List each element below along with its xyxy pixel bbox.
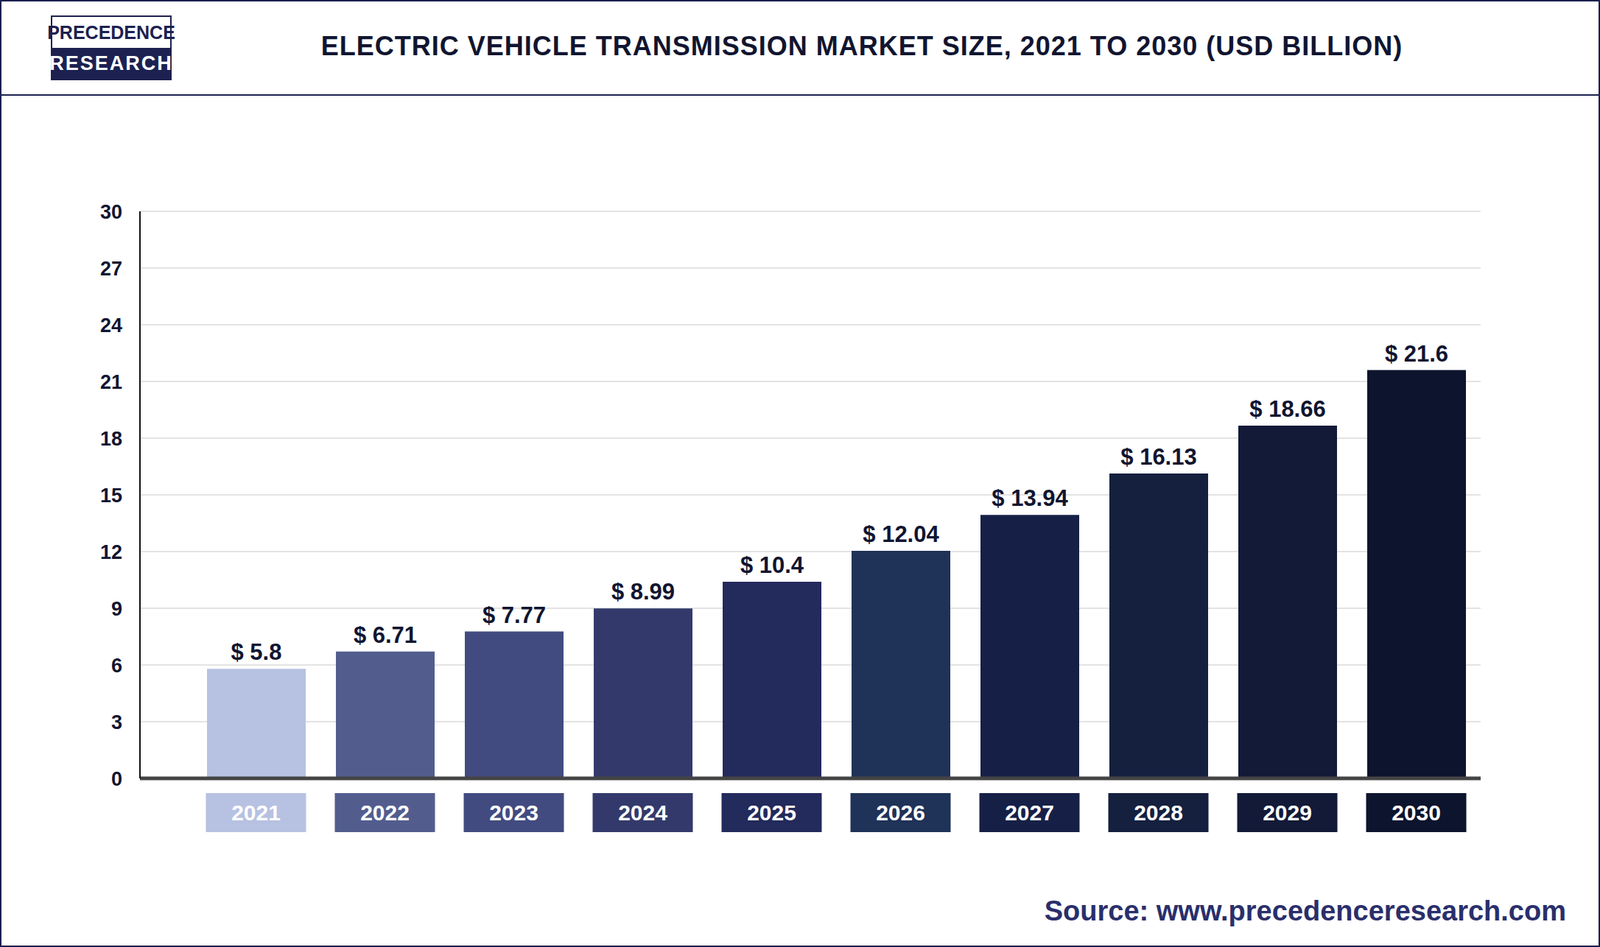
svg-text:27: 27: [100, 257, 123, 280]
svg-text:$ 8.99: $ 8.99: [611, 579, 675, 605]
svg-text:15: 15: [100, 484, 123, 507]
svg-text:18: 18: [100, 427, 123, 451]
svg-text:$ 18.66: $ 18.66: [1249, 396, 1326, 423]
html-text:RESEARCH: RESEARCH: [49, 51, 173, 75]
svg-text:12: 12: [100, 541, 123, 564]
svg-text:2022: 2022: [360, 800, 410, 826]
svg-text:2021: 2021: [231, 800, 281, 826]
html-text:PRECEDENCE: PRECEDENCE: [47, 21, 176, 43]
svg-text:$ 7.77: $ 7.77: [482, 602, 546, 629]
svg-text:3: 3: [111, 711, 123, 734]
html-text:Source: www.precedenceresearch: Source: www.precedenceresearch.com: [1044, 895, 1567, 927]
svg-text:2027: 2027: [1004, 800, 1055, 826]
svg-text:2024: 2024: [618, 800, 668, 826]
svg-text:$ 5.8: $ 5.8: [231, 639, 283, 666]
svg-text:21: 21: [100, 371, 123, 394]
svg-text:2030: 2030: [1391, 800, 1441, 826]
svg-text:6: 6: [111, 654, 123, 677]
svg-text:2026: 2026: [875, 800, 926, 826]
svg-text:2023: 2023: [489, 800, 539, 826]
svg-text:0: 0: [111, 768, 123, 791]
svg-text:2029: 2029: [1262, 800, 1312, 826]
svg-text:$ 12.04: $ 12.04: [862, 521, 940, 548]
svg-text:30: 30: [100, 201, 123, 224]
svg-text:$ 13.94: $ 13.94: [991, 485, 1069, 512]
svg-text:$ 21.6: $ 21.6: [1384, 341, 1449, 367]
svg-text:24: 24: [100, 314, 123, 337]
svg-text:2028: 2028: [1133, 800, 1184, 826]
html-text:ELECTRIC VEHICLE TRANSMISSION: ELECTRIC VEHICLE TRANSMISSION MARKET SIZ…: [320, 30, 1403, 62]
svg-text:9: 9: [111, 598, 123, 621]
svg-text:$ 16.13: $ 16.13: [1120, 444, 1197, 470]
svg-text:$ 6.71: $ 6.71: [353, 622, 417, 649]
svg-text:$ 10.4: $ 10.4: [740, 552, 805, 579]
svg-text:2025: 2025: [746, 800, 797, 826]
